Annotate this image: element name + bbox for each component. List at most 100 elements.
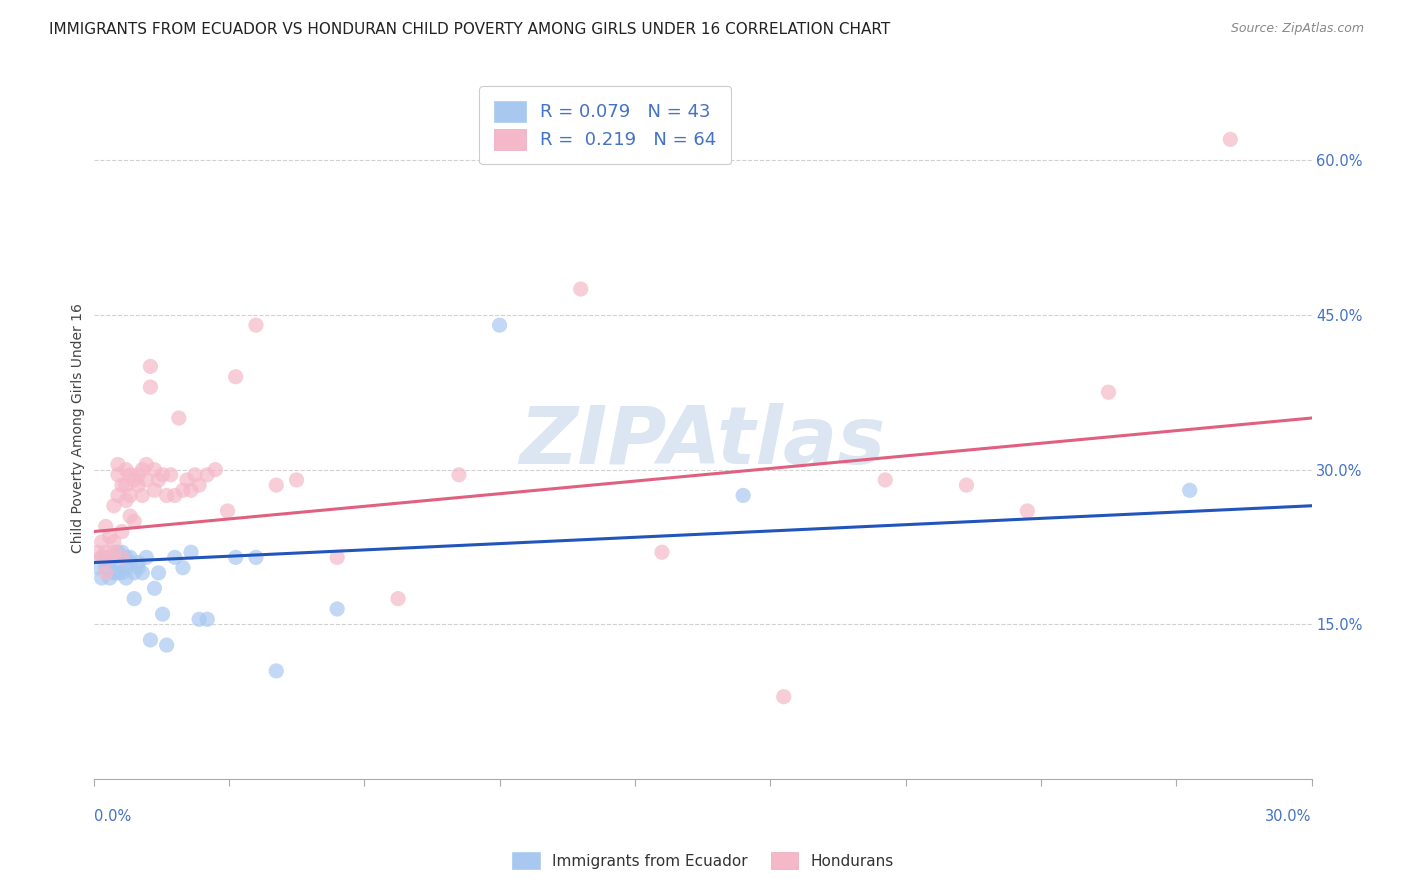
Point [1178,483,1201,498]
Point [107,556,129,570]
Point [188,478,211,492]
Legend: R = 0.079   N = 43, R =  0.219   N = 64: R = 0.079 N = 43, R = 0.219 N = 64 [479,87,731,164]
Point [86,560,108,574]
Point [107,566,129,580]
Point [176,473,198,487]
Point [131,463,153,477]
Point [111,478,134,492]
Y-axis label: Child Poverty Among Girls Under 16: Child Poverty Among Girls Under 16 [72,303,86,553]
Point [94,566,117,580]
Point [90,571,112,585]
Point [122,473,145,487]
Point [172,560,194,574]
Point [90,550,112,565]
Point [94,545,117,559]
Point [135,473,157,487]
Point [107,488,129,502]
Point [180,545,202,559]
Point [143,463,166,477]
Point [195,612,218,626]
Point [122,514,145,528]
Point [127,467,149,482]
Point [135,550,157,565]
Point [285,473,308,487]
Point [225,369,247,384]
Legend: Immigrants from Ecuador, Hondurans: Immigrants from Ecuador, Hondurans [506,846,900,875]
Point [172,483,194,498]
Point [152,467,174,482]
Point [122,566,145,580]
Point [98,571,121,585]
Point [135,458,157,472]
Point [875,473,897,487]
Point [120,509,142,524]
Point [122,591,145,606]
Point [131,488,153,502]
Point [733,488,755,502]
Point [772,690,794,704]
Point [143,483,166,498]
Point [127,560,149,574]
Point [180,483,202,498]
Point [188,612,211,626]
Text: 30.0%: 30.0% [1265,809,1312,824]
Point [111,566,134,580]
Point [98,550,121,565]
Point [139,359,162,374]
Point [120,488,142,502]
Point [143,582,166,596]
Point [127,556,149,570]
Point [1219,132,1241,146]
Point [184,467,207,482]
Point [139,632,162,647]
Point [111,524,134,539]
Point [120,556,142,570]
Point [115,493,138,508]
Point [163,550,186,565]
Point [955,478,977,492]
Point [120,550,142,565]
Point [103,566,125,580]
Point [148,473,170,487]
Point [115,571,138,585]
Point [98,530,121,544]
Point [1097,385,1119,400]
Point [107,458,129,472]
Point [115,478,138,492]
Text: 0.0%: 0.0% [94,809,131,824]
Point [115,550,138,565]
Point [264,664,287,678]
Point [98,556,121,570]
Point [86,545,108,559]
Point [156,488,179,502]
Point [103,550,125,565]
Point [387,591,409,606]
Point [651,545,673,559]
Point [107,467,129,482]
Point [90,550,112,565]
Point [225,550,247,565]
Point [326,602,349,616]
Point [111,545,134,559]
Point [94,560,117,574]
Point [103,534,125,549]
Point [245,550,267,565]
Text: ZIPAtlas: ZIPAtlas [519,403,886,482]
Point [264,478,287,492]
Point [204,463,226,477]
Point [217,504,239,518]
Point [156,638,179,652]
Point [120,467,142,482]
Point [115,560,138,574]
Point [195,467,218,482]
Point [107,545,129,559]
Point [90,534,112,549]
Point [111,550,134,565]
Point [152,607,174,621]
Point [94,519,117,533]
Point [167,411,190,425]
Point [139,380,162,394]
Point [127,478,149,492]
Point [326,550,349,565]
Point [94,550,117,565]
